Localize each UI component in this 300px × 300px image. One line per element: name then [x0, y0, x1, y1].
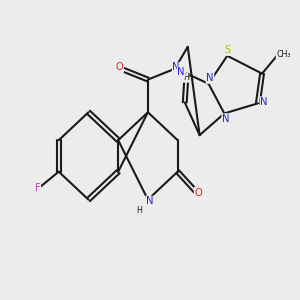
- Text: H: H: [137, 206, 142, 215]
- Text: N: N: [146, 196, 153, 206]
- Text: S: S: [225, 45, 231, 56]
- Text: N: N: [178, 67, 185, 77]
- Text: N: N: [172, 62, 180, 72]
- Text: N: N: [206, 74, 214, 83]
- Text: N: N: [222, 114, 230, 124]
- Text: H: H: [183, 73, 189, 82]
- Text: F: F: [35, 183, 41, 193]
- Text: N: N: [260, 97, 268, 107]
- Text: O: O: [116, 62, 124, 72]
- Text: CH₃: CH₃: [276, 50, 291, 59]
- Text: O: O: [194, 188, 202, 197]
